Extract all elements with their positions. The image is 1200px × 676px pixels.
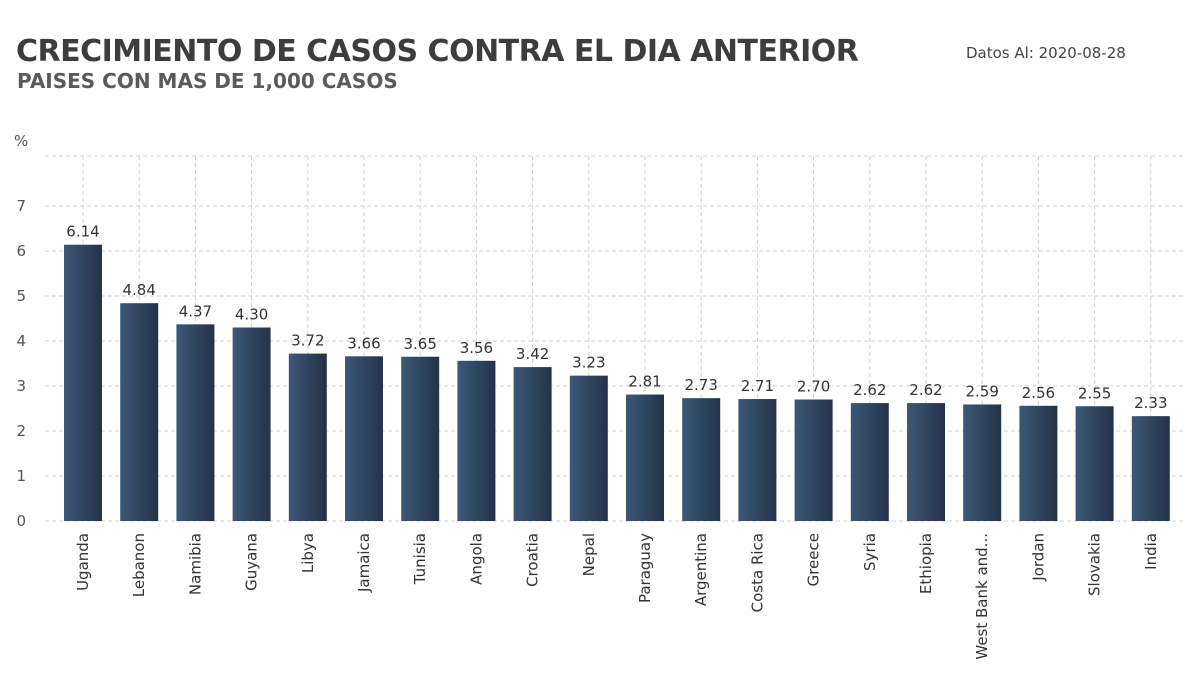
bar	[64, 244, 102, 521]
bar	[569, 375, 608, 521]
category-label: Ethiopia	[917, 533, 935, 594]
bar-value-label: 4.84	[122, 281, 155, 299]
category-label: Angola	[467, 533, 485, 585]
category-label: Syria	[861, 533, 879, 571]
bar-value-label: 2.59	[965, 382, 998, 400]
bars	[64, 244, 1170, 521]
bar	[794, 399, 833, 521]
bar-value-label: 2.55	[1078, 384, 1111, 402]
bar	[345, 356, 383, 521]
y-tick-label: 1	[16, 467, 26, 485]
category-label: Namibia	[186, 533, 204, 595]
y-tick-label: 7	[16, 197, 26, 215]
category-label: Tunisia	[411, 533, 429, 585]
bar	[963, 404, 1002, 521]
bar	[907, 403, 945, 521]
category-label: Paraguay	[636, 533, 654, 603]
bar	[232, 327, 271, 521]
y-tick-label: 4	[16, 332, 26, 350]
category-label: Nepal	[580, 533, 598, 576]
y-tick-label: 3	[16, 377, 26, 395]
value-labels: 6.14 4.84 4.37 4.30 3.72 3.66 3.65 3.56 3.42 3.23…	[66, 223, 1167, 412]
bar-value-label: 6.14	[66, 223, 99, 241]
bar	[682, 398, 721, 521]
bar	[1019, 405, 1058, 521]
category-label: Greece	[805, 533, 823, 586]
bar	[850, 403, 889, 521]
bar	[1131, 416, 1170, 521]
bar-value-label: 3.72	[291, 332, 324, 350]
bar-value-label: 2.33	[1134, 394, 1167, 412]
bar-value-label: 3.56	[460, 339, 493, 357]
category-label: Guyana	[243, 533, 261, 591]
bar-value-label: 2.62	[909, 381, 942, 399]
category-label: Jordan	[1029, 533, 1047, 582]
y-tick-label: 0	[16, 512, 26, 530]
category-label: Uganda	[74, 533, 92, 591]
grid-layer	[45, 155, 1185, 522]
y-axis: % 0 1 2 3 4 5 6 7	[14, 132, 28, 530]
bar-value-label: 4.30	[235, 306, 268, 324]
category-label: Argentina	[692, 533, 710, 606]
bar	[401, 356, 440, 521]
y-tick-label: 5	[16, 287, 26, 305]
category-label: Libya	[299, 533, 317, 573]
bar-value-label: 2.73	[684, 376, 717, 394]
category-label: India	[1142, 533, 1160, 570]
bar	[120, 303, 159, 521]
bar	[457, 360, 496, 521]
bar-value-label: 2.70	[797, 378, 830, 396]
bar-value-label: 3.66	[347, 334, 380, 352]
category-label: Costa Rica	[748, 533, 766, 612]
chart-subtitle: PAISES CON MAS DE 1,000 CASOS	[17, 69, 398, 93]
bar	[626, 394, 664, 521]
y-tick-label: 2	[16, 422, 26, 440]
bar-value-label: 3.23	[572, 354, 605, 372]
bar-value-label: 3.42	[516, 345, 549, 363]
bar	[176, 324, 215, 521]
bar-value-label: 2.71	[741, 377, 774, 395]
category-label: West Bank and...	[973, 533, 991, 660]
category-label: Jamaica	[355, 533, 373, 593]
bar-value-label: 2.62	[853, 381, 886, 399]
bar-value-label: 3.65	[403, 335, 436, 353]
chart-title: CRECIMIENTO DE CASOS CONTRA EL DIA ANTER…	[16, 34, 859, 69]
category-label: Lebanon	[130, 533, 148, 597]
y-tick-label: 6	[16, 242, 26, 260]
bar-value-label: 2.56	[1022, 384, 1055, 402]
category-label: Slovakia	[1086, 533, 1104, 596]
bar	[1075, 406, 1114, 521]
bar-value-label: 4.37	[179, 302, 212, 320]
data-date-label: Datos Al: 2020-08-28	[966, 44, 1126, 62]
y-axis-unit-label: %	[14, 132, 28, 150]
bar	[513, 367, 552, 521]
category-label: Croatia	[524, 533, 542, 587]
category-labels: Uganda Lebanon Namibia Guyana Libya Jamaica Tu…	[74, 533, 1160, 660]
bar	[738, 399, 777, 521]
bar	[288, 353, 327, 521]
bar-value-label: 2.81	[628, 373, 661, 391]
